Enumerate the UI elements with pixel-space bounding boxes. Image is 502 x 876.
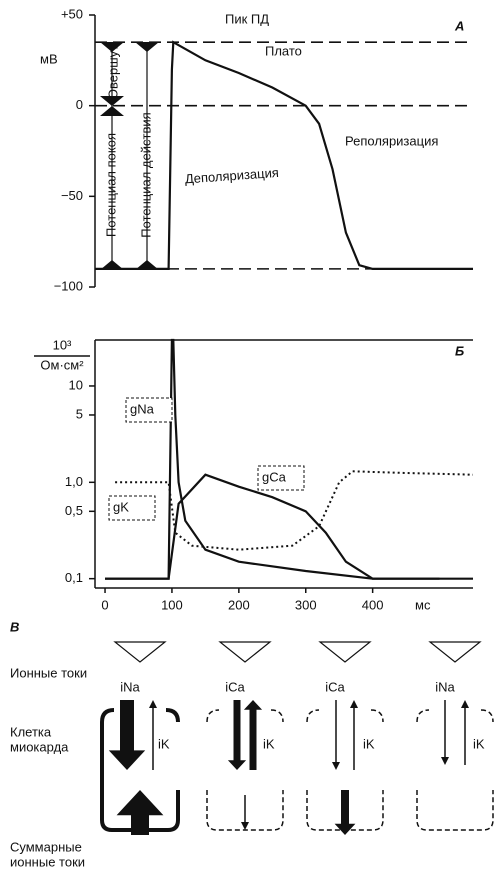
current-label: iNa — [435, 679, 455, 694]
row-label: Ионные токи — [10, 665, 87, 680]
annotation: Пик ПД — [225, 11, 269, 26]
arrow — [441, 700, 449, 765]
y-unit-top: 10³ — [53, 337, 72, 352]
y-tick-label: −100 — [54, 278, 83, 293]
legend-box — [108, 495, 156, 521]
arrow — [350, 700, 358, 770]
annotation: Потенциал действия — [138, 112, 153, 237]
arrow — [241, 795, 249, 830]
y-tick-label: 5 — [76, 406, 83, 421]
row-label: Клетка — [10, 724, 52, 739]
row-label: миокарда — [10, 739, 69, 754]
legend-label: gNa — [130, 401, 155, 416]
arrowhead — [135, 260, 159, 270]
arrow — [116, 790, 164, 835]
annotation: Деполяризация — [184, 165, 279, 187]
annotation: Овершут — [105, 45, 120, 99]
data-line — [105, 473, 473, 580]
current-label: iK — [263, 736, 275, 751]
row-label: Суммарные — [10, 839, 82, 854]
triangle — [318, 641, 372, 663]
current-label: iK — [158, 736, 170, 751]
current-label: iK — [473, 736, 485, 751]
triangle — [113, 641, 167, 663]
panel-label: В — [10, 619, 19, 634]
y-tick-label: 0 — [76, 97, 83, 112]
y-unit-bottom: Ом·см² — [40, 357, 84, 372]
arrow — [108, 700, 146, 770]
x-tick-label: 400 — [362, 597, 384, 612]
arrow — [243, 700, 263, 770]
data-line — [95, 40, 473, 270]
cell-membrane — [416, 709, 494, 831]
y-tick-label: 1,0 — [65, 474, 83, 489]
arrow — [334, 790, 356, 835]
legend-label: gK — [113, 499, 129, 514]
legend-label: gCa — [262, 469, 287, 484]
arrowhead — [100, 260, 124, 270]
arrowhead — [100, 42, 124, 52]
row-label: ионные токи — [10, 854, 85, 869]
annotation: Реполяризация — [345, 133, 438, 148]
arrowhead — [100, 96, 124, 116]
y-tick-label: 0,5 — [65, 503, 83, 518]
data-line — [105, 338, 440, 580]
arrowhead — [135, 42, 159, 52]
x-unit: мс — [415, 597, 431, 612]
current-label: iCa — [225, 679, 245, 694]
y-unit: мВ — [40, 51, 58, 66]
y-tick-label: 0,1 — [65, 570, 83, 585]
x-tick-label: 0 — [101, 597, 108, 612]
current-label: iK — [363, 736, 375, 751]
arrow — [227, 700, 247, 770]
annotation: Плато — [265, 43, 302, 58]
annotation: Потенциал покоя — [103, 133, 118, 237]
y-tick-label: 10 — [69, 377, 83, 392]
y-tick-label: −50 — [61, 188, 83, 203]
x-tick-label: 300 — [295, 597, 317, 612]
arrow — [149, 700, 157, 770]
panel-label: А — [454, 18, 464, 33]
triangle — [428, 641, 482, 663]
arrow — [461, 700, 469, 765]
y-tick-label: +50 — [61, 6, 83, 21]
x-tick-label: 200 — [228, 597, 250, 612]
data-line — [115, 470, 474, 551]
legend-box — [257, 465, 305, 491]
triangle — [218, 641, 272, 663]
arrow — [332, 700, 340, 770]
current-label: iCa — [325, 679, 345, 694]
current-label: iNa — [120, 679, 140, 694]
x-tick-label: 100 — [161, 597, 183, 612]
panel-label: Б — [455, 343, 464, 358]
legend-box — [125, 397, 173, 423]
